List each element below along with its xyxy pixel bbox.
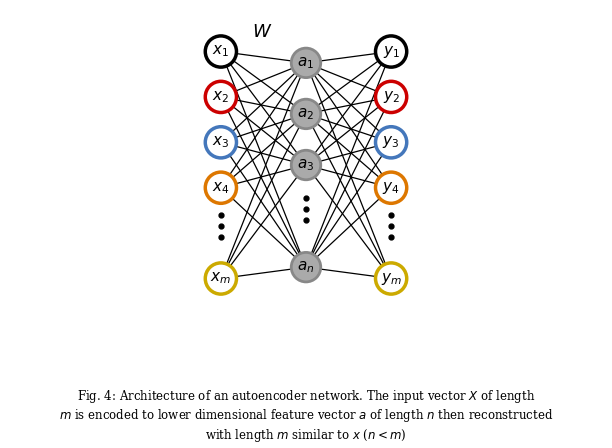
Circle shape: [291, 48, 321, 78]
Circle shape: [205, 263, 236, 294]
Circle shape: [291, 252, 321, 282]
Text: $x_m$: $x_m$: [211, 271, 231, 286]
Text: $y_m$: $y_m$: [381, 271, 401, 287]
Text: $a_2$: $a_2$: [297, 106, 315, 122]
Circle shape: [376, 36, 407, 67]
Circle shape: [376, 82, 407, 112]
Circle shape: [376, 263, 407, 294]
Text: $x_3$: $x_3$: [212, 134, 230, 150]
Text: $y_4$: $y_4$: [382, 180, 400, 196]
Circle shape: [205, 36, 236, 67]
Circle shape: [376, 127, 407, 158]
Text: $x_4$: $x_4$: [212, 180, 230, 196]
Text: $y_3$: $y_3$: [382, 134, 400, 151]
Text: $y_1$: $y_1$: [382, 43, 400, 60]
Text: Fig. 4: Architecture of an autoencoder network. The input vector $X$ of length
$: Fig. 4: Architecture of an autoencoder n…: [59, 388, 553, 444]
Circle shape: [205, 127, 236, 158]
Text: $x_1$: $x_1$: [212, 43, 230, 60]
Text: $x_2$: $x_2$: [212, 89, 230, 105]
Text: $W$: $W$: [252, 23, 272, 41]
Circle shape: [205, 82, 236, 112]
Circle shape: [291, 99, 321, 129]
Circle shape: [205, 172, 236, 203]
Circle shape: [291, 150, 321, 180]
Text: $a_3$: $a_3$: [297, 157, 315, 173]
Text: $a_1$: $a_1$: [297, 55, 315, 71]
Text: $y_2$: $y_2$: [382, 89, 400, 105]
Text: $a_n$: $a_n$: [297, 259, 315, 275]
Circle shape: [376, 172, 407, 203]
